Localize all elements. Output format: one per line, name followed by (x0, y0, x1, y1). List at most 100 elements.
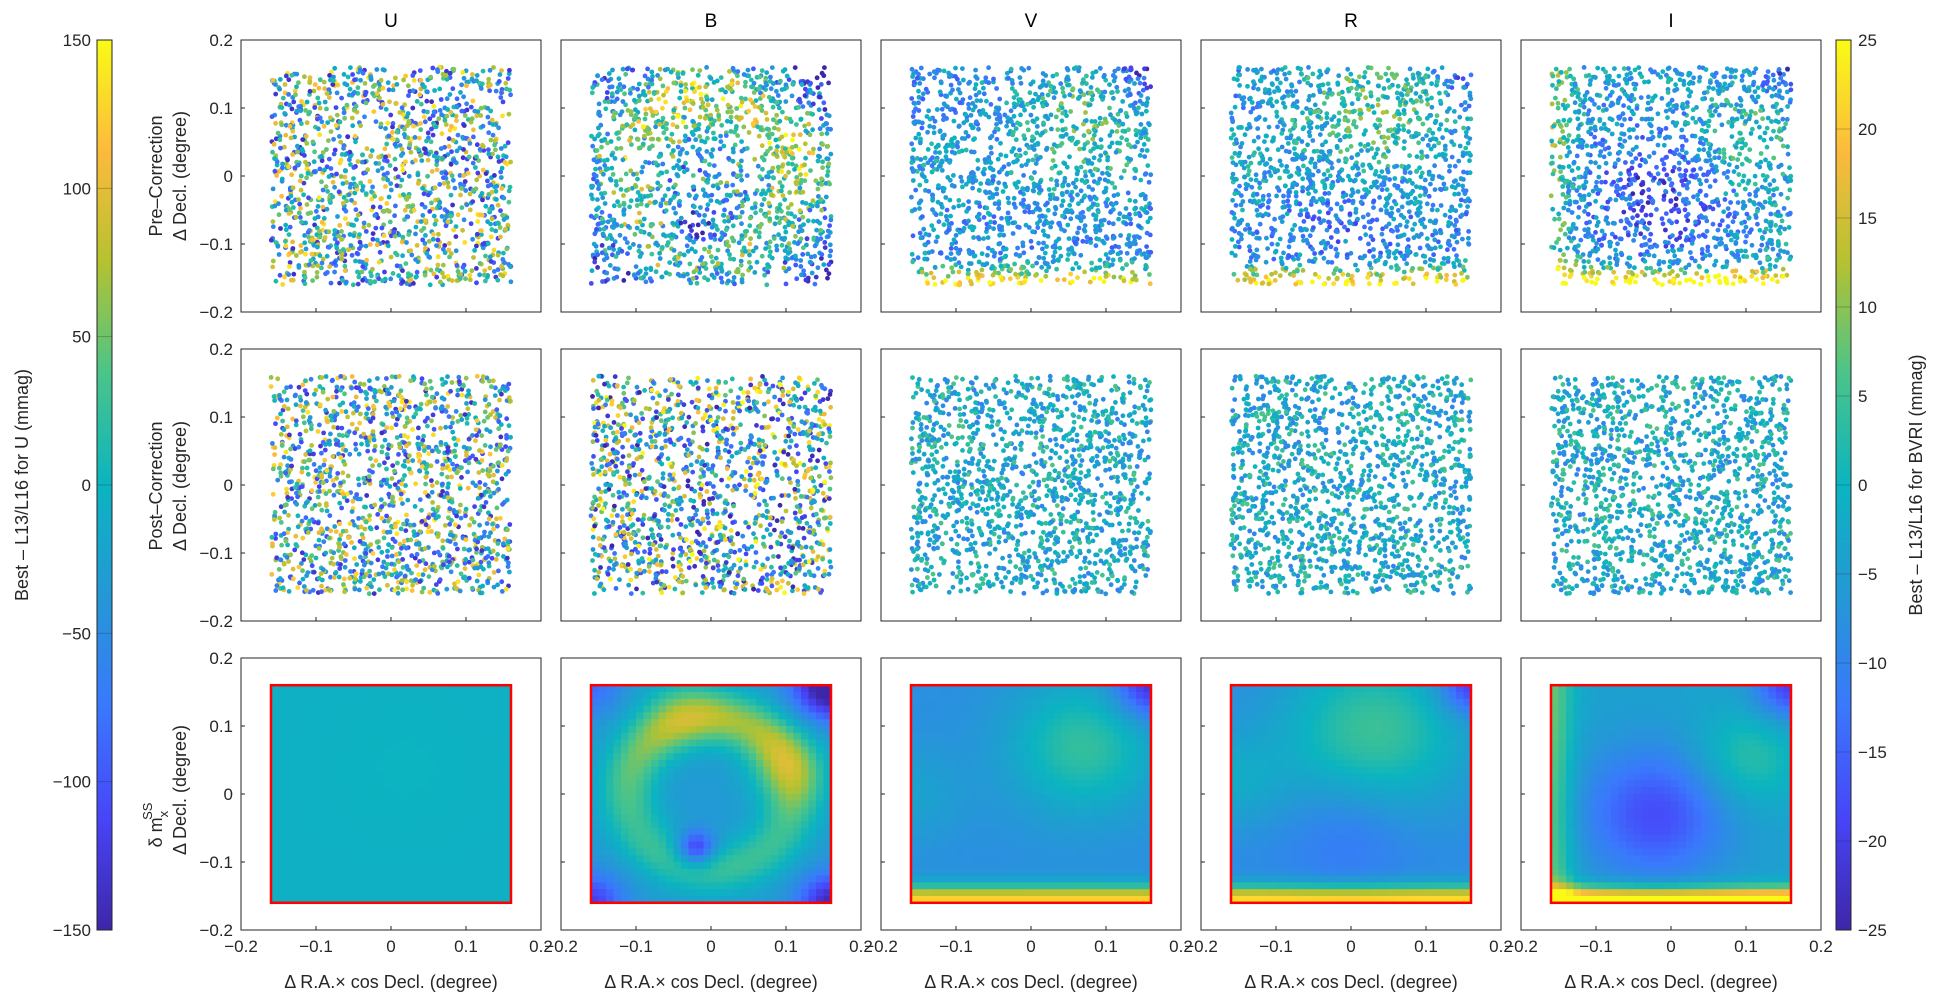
heatmap-cell (481, 705, 489, 713)
heatmap-cell (473, 807, 482, 815)
scatter-point (778, 78, 783, 84)
scatter-point (348, 65, 353, 70)
scatter-point (470, 585, 475, 591)
scatter-point (645, 193, 651, 199)
scatter-point (410, 582, 415, 588)
heatmap-cell (338, 760, 347, 768)
scatter-point (805, 251, 811, 257)
scatter-point (602, 201, 608, 206)
heatmap-cell (473, 712, 482, 720)
heatmap-cell (436, 848, 444, 856)
scatter-point (429, 200, 434, 206)
scatter-point (370, 266, 375, 272)
scatter-point (384, 513, 389, 519)
scatter-point (621, 278, 627, 283)
scatter-point (445, 273, 451, 279)
scatter-point (303, 400, 309, 405)
heatmap-cell (361, 753, 369, 761)
heatmap-cell (428, 800, 437, 809)
heatmap-cell (391, 848, 399, 856)
scatter-point (405, 111, 411, 116)
scatter-point (284, 491, 290, 496)
scatter-point (488, 444, 493, 450)
heatmap-cell (316, 882, 324, 890)
scatter-point (398, 526, 404, 532)
heatmap-cell (413, 807, 422, 815)
scatter-point (364, 396, 369, 401)
scatter-point (589, 90, 595, 96)
heatmap-cell (286, 787, 294, 795)
scatter-point (476, 470, 482, 475)
scatter-point (302, 275, 308, 281)
scatter-point (445, 374, 450, 380)
heatmap-cell (458, 834, 467, 843)
heatmap-cell (496, 773, 504, 781)
heatmap-cell (473, 868, 482, 877)
scatter-point (392, 482, 398, 487)
heatmap-cell (421, 807, 429, 815)
scatter-point (437, 108, 443, 113)
scatter-point (484, 521, 490, 526)
scatter-point (660, 245, 665, 250)
heatmap-cell (338, 862, 347, 870)
heatmap-cell (308, 692, 317, 700)
heatmap-cell (308, 787, 317, 795)
heatmap-cell (338, 834, 347, 843)
scatter-point (317, 465, 323, 470)
heatmap-cell (278, 698, 287, 707)
heatmap-cell (451, 828, 459, 836)
scatter-point (461, 383, 466, 389)
scatter-point (424, 386, 429, 392)
scatter-point (436, 203, 442, 209)
scatter-point (401, 192, 406, 198)
scatter-point (483, 500, 489, 505)
scatter-point (452, 185, 458, 191)
scatter-point (300, 535, 306, 541)
scatter-point (427, 399, 432, 405)
heatmap-cell (346, 848, 354, 856)
scatter-point (385, 177, 391, 183)
heatmap-cell (383, 855, 392, 863)
heatmap-cell (406, 848, 414, 856)
heatmap-cell (466, 692, 474, 700)
scatter-point (356, 587, 362, 593)
scatter-point (270, 466, 276, 472)
heatmap-cell (466, 712, 474, 720)
scatter-point (499, 476, 505, 482)
y-tick-label: 0 (224, 167, 233, 186)
heatmap-cell (293, 834, 302, 843)
heatmap-cell (488, 855, 497, 863)
scatter-point (360, 264, 366, 269)
scatter-point (347, 575, 353, 581)
scatter-point (320, 389, 326, 395)
scatter-point (277, 392, 282, 398)
scatter-point (351, 410, 356, 416)
heatmap-cell (391, 794, 399, 802)
scatter-point (448, 569, 454, 575)
scatter-point (783, 229, 789, 235)
heatmap-cell (458, 828, 467, 836)
scatter-point (278, 145, 283, 151)
scatter-point (273, 531, 279, 537)
heatmap-cell (316, 834, 324, 843)
scatter-point (448, 192, 454, 198)
scatter-point (296, 210, 302, 216)
heatmap-cell (323, 841, 332, 849)
heatmap-cell (398, 760, 407, 768)
scatter-point (351, 233, 357, 239)
heatmap-cell (458, 848, 467, 856)
scatter-point (670, 115, 676, 121)
scatter-point (328, 528, 334, 534)
scatter-point (429, 385, 434, 391)
heatmap-cell (331, 800, 339, 809)
heatmap-cell (451, 834, 459, 843)
heatmap-cell (398, 855, 407, 863)
scatter-point (640, 164, 646, 170)
scatter-point (279, 193, 284, 199)
scatter-point (393, 250, 398, 256)
scatter-point (405, 83, 411, 89)
symbol-base: δ m (146, 817, 166, 847)
heatmap-cell (398, 828, 407, 836)
scatter-point (449, 173, 455, 179)
scatter-point (291, 576, 296, 582)
